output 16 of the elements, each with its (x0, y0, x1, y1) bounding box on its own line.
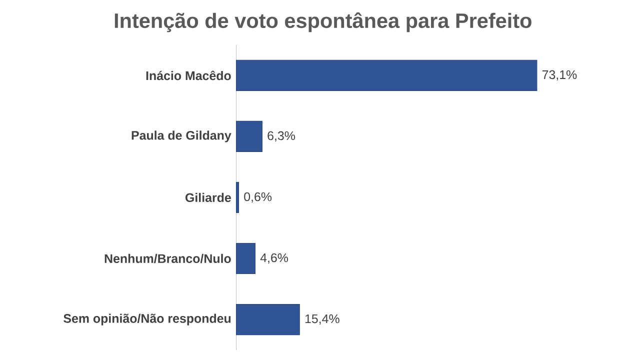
bar (236, 304, 300, 336)
data-label: 73,1% (542, 70, 577, 81)
data-label: 4,6% (260, 253, 288, 264)
bar (236, 243, 256, 274)
data-label: 15,4% (305, 314, 340, 325)
y-tick-label: Nenhum/Branco/Nulo (104, 254, 231, 264)
chart-title: Intenção de voto espontânea para Prefeito (114, 12, 532, 32)
data-label: 0,6% (244, 192, 272, 203)
y-tick-label: Inácio Macêdo (146, 70, 231, 80)
y-tick-label: Giliarde (186, 192, 231, 202)
bar (236, 182, 239, 214)
data-label: 6,3% (268, 131, 296, 142)
bar (236, 120, 262, 152)
y-tick-label: Sem opinião/Não respondeu (64, 314, 231, 326)
y-tick-label: Paula de Gildany (132, 130, 232, 142)
bar (236, 60, 538, 91)
